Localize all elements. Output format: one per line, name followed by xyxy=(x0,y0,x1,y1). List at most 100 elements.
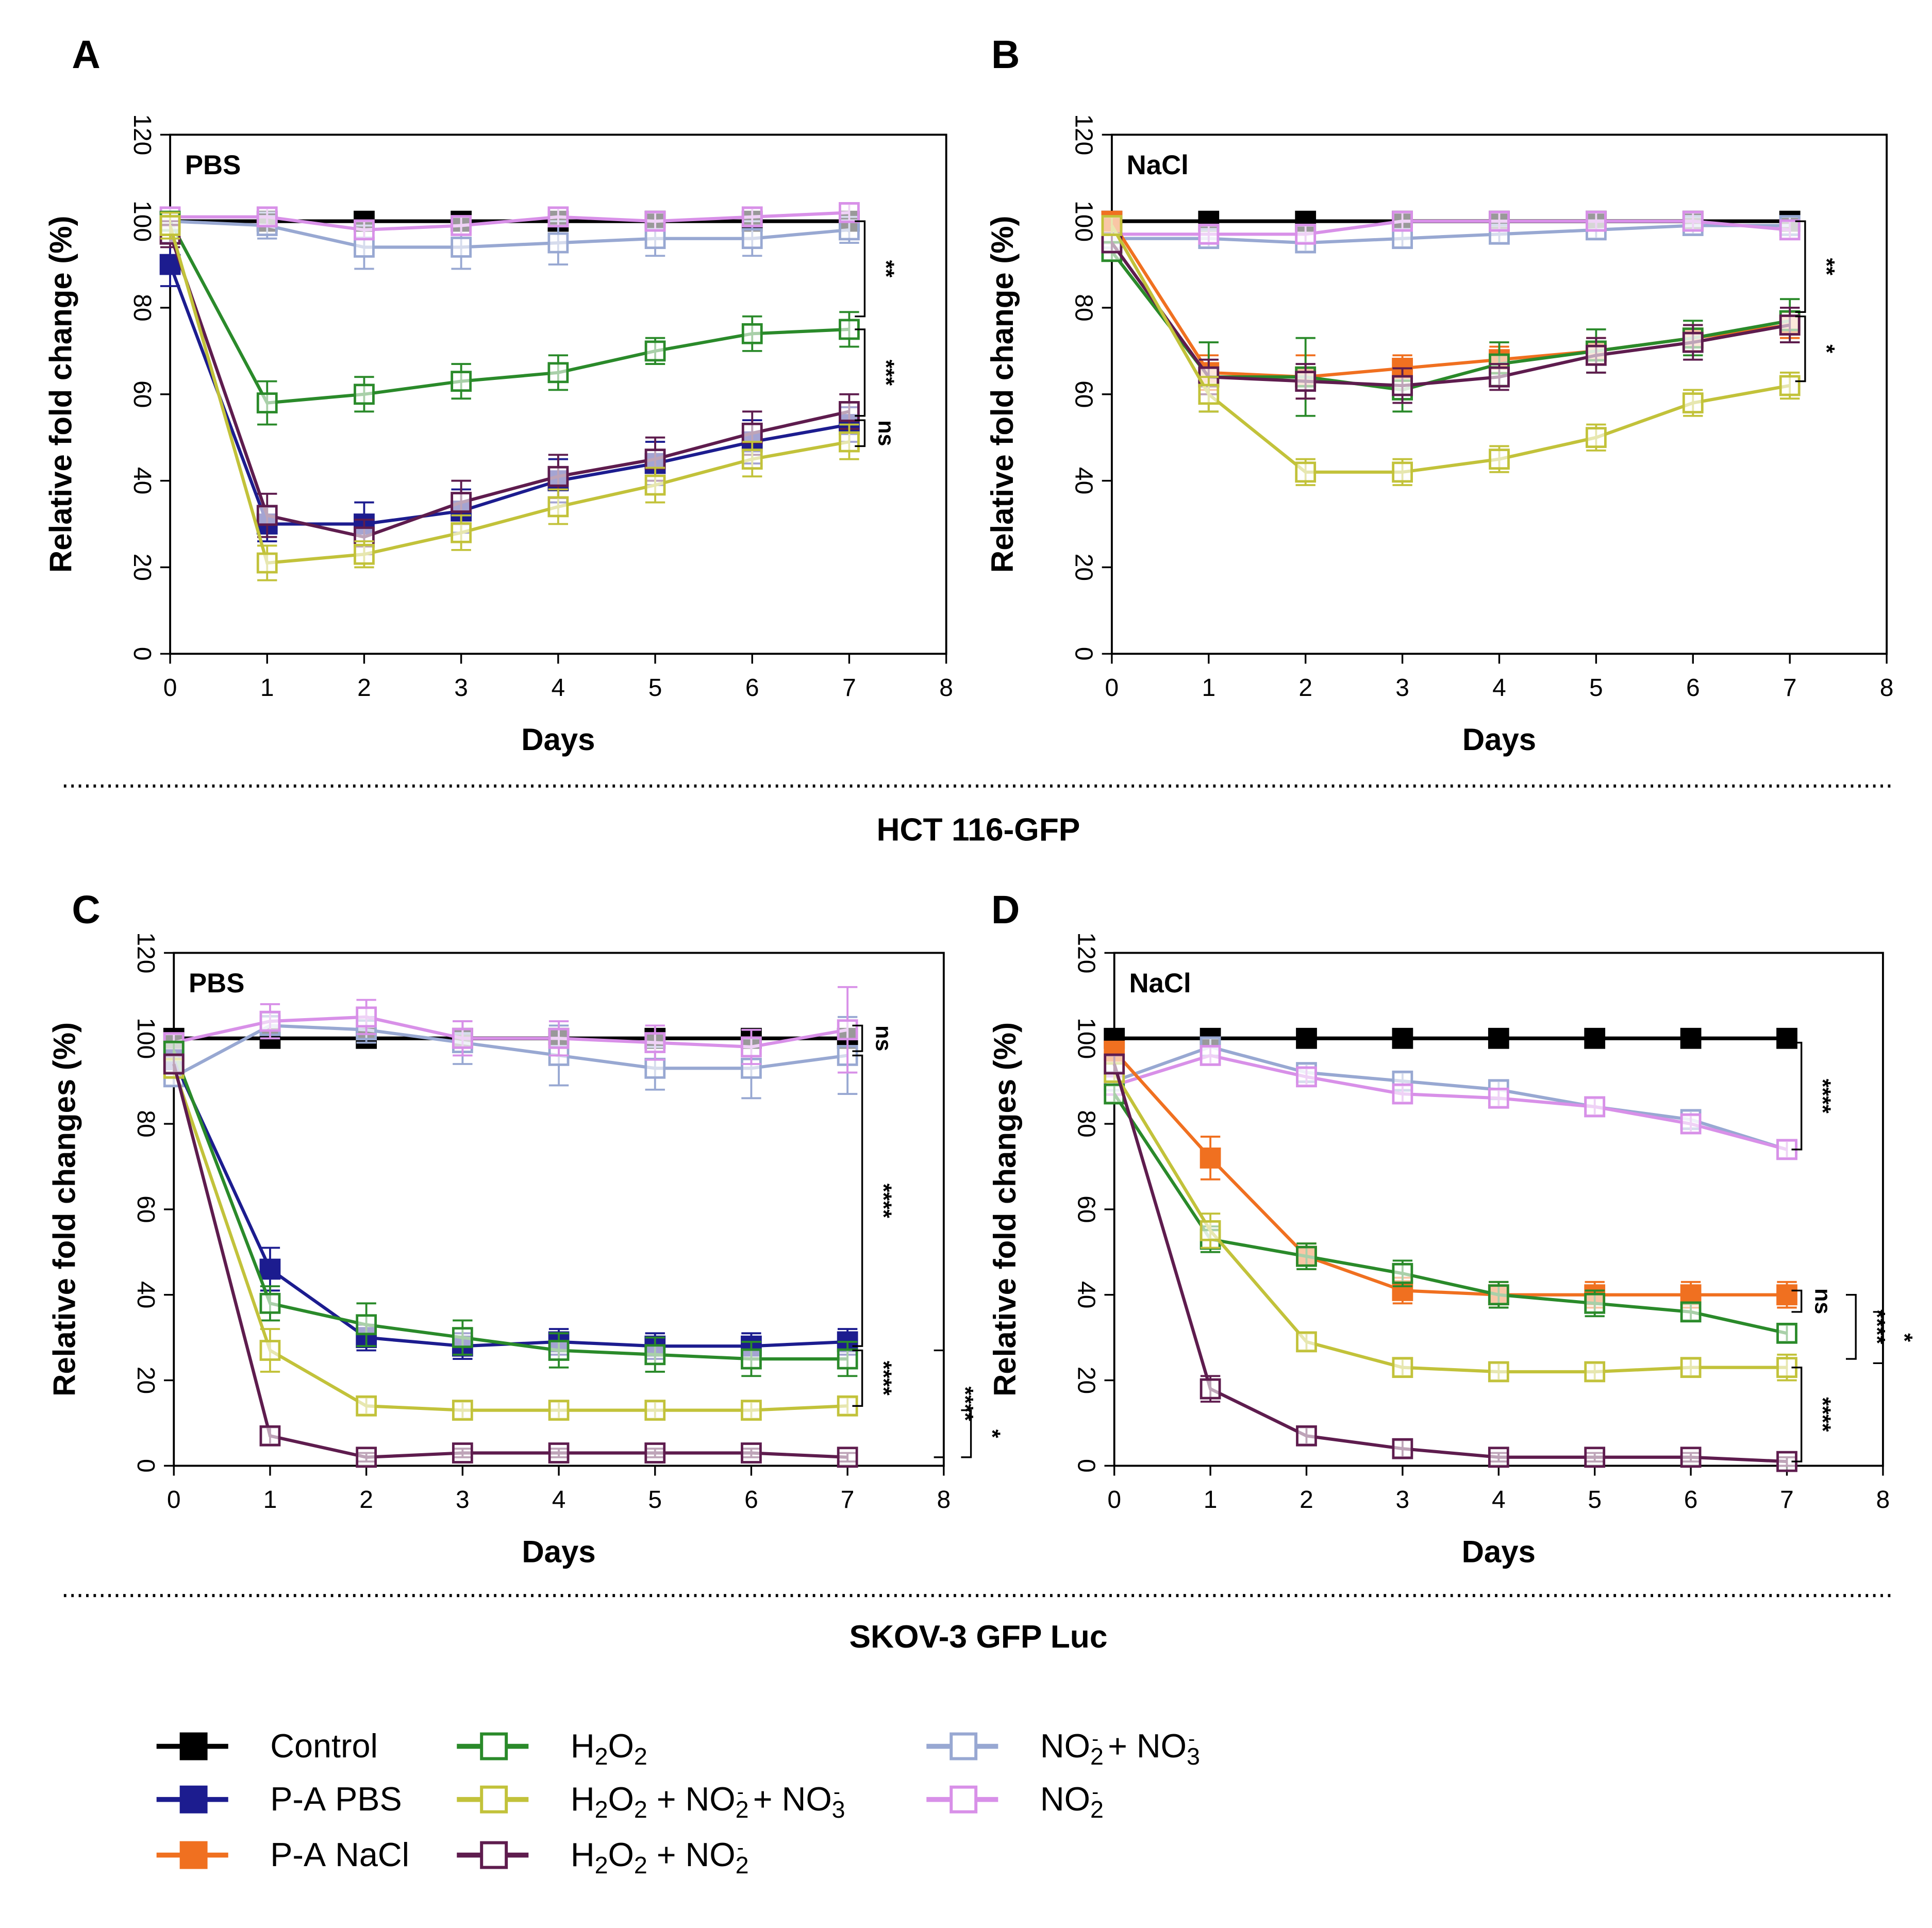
legend-label: Control xyxy=(270,1727,378,1765)
data-point xyxy=(1779,219,1801,241)
y-axis-label: Relative fold change (%) xyxy=(985,216,1020,573)
significance-bracket: **** xyxy=(1791,1041,1835,1151)
x-tick-label: 0 xyxy=(163,674,177,702)
x-tick-label: 8 xyxy=(939,674,953,702)
data-point xyxy=(452,1027,473,1049)
data-point xyxy=(452,1327,473,1349)
x-tick-label: 4 xyxy=(1492,674,1506,702)
data-point xyxy=(1392,1083,1413,1105)
y-tick-label: 60 xyxy=(1072,1195,1100,1223)
series-line xyxy=(1110,224,1790,474)
x-axis-label: Days xyxy=(1462,1534,1536,1569)
data-point xyxy=(548,1442,570,1464)
data-point xyxy=(1586,344,1607,366)
x-tick-label: 1 xyxy=(1202,674,1215,702)
data-point xyxy=(1680,1447,1702,1468)
series xyxy=(159,211,860,581)
data-point xyxy=(547,466,569,487)
plot-title: NaCl xyxy=(1129,968,1191,999)
data-point xyxy=(837,1348,858,1370)
legend-label: H2O2 xyxy=(571,1727,647,1770)
series-line xyxy=(169,234,850,539)
x-tick-label: 2 xyxy=(359,1486,373,1514)
data-point xyxy=(451,492,472,513)
data-point xyxy=(1392,375,1413,396)
panel-C: C PBS 0 1 2 3 4 5 6 7 8 Days 0 20 40 60 80 100 120 Relative… xyxy=(47,888,1004,1569)
significance-bracket: **** xyxy=(852,1349,896,1407)
data-point xyxy=(644,1057,666,1079)
legend-marker xyxy=(480,1732,508,1760)
data-point xyxy=(1489,448,1510,470)
data-point xyxy=(839,219,860,241)
series-line xyxy=(173,1015,848,1049)
data-point xyxy=(159,215,181,236)
data-point xyxy=(356,1006,377,1028)
panel-letter: A xyxy=(72,33,100,77)
data-point xyxy=(1682,331,1704,353)
x-tick-label: 6 xyxy=(744,1486,758,1514)
y-tick-label: 80 xyxy=(132,1110,159,1137)
legend-item: P-A NaCl xyxy=(156,1836,409,1873)
data-point xyxy=(1680,1357,1702,1378)
data-point xyxy=(1680,1113,1702,1135)
x-tick-label: 3 xyxy=(454,674,468,702)
series-line xyxy=(169,225,850,565)
data-point xyxy=(741,228,763,250)
x-tick-label: 1 xyxy=(260,674,274,702)
data-point xyxy=(1489,210,1510,232)
x-tick-label: 8 xyxy=(937,1486,951,1514)
legend-label: H2O2 + NO2- xyxy=(571,1836,749,1879)
data-point xyxy=(547,206,569,228)
data-point xyxy=(1584,1361,1606,1383)
data-point xyxy=(1586,427,1607,448)
y-tick-label: 80 xyxy=(1070,294,1097,321)
data-point xyxy=(259,1340,281,1361)
significance-bracket: *** xyxy=(855,328,898,417)
series xyxy=(163,1040,858,1377)
x-tick-label: 3 xyxy=(1395,674,1409,702)
legend-label: P-A NaCl xyxy=(270,1836,409,1873)
legend-marker xyxy=(950,1732,978,1760)
data-point xyxy=(741,1348,762,1370)
series-line xyxy=(172,1068,848,1412)
series-line xyxy=(1111,220,1790,236)
data-point xyxy=(259,1258,281,1280)
data-point xyxy=(547,232,569,254)
data-point xyxy=(1776,1027,1797,1049)
data-point xyxy=(1296,1425,1317,1447)
legend-marker xyxy=(950,1785,978,1814)
data-point xyxy=(451,215,472,236)
data-point xyxy=(1488,1361,1509,1383)
data-point xyxy=(1200,1220,1221,1241)
data-point xyxy=(356,1447,377,1468)
data-point xyxy=(451,371,472,392)
series-line xyxy=(1111,224,1790,245)
data-point xyxy=(1200,1045,1221,1066)
y-tick-label: 20 xyxy=(132,1367,159,1394)
data-point xyxy=(644,474,666,496)
cell-line-caption: SKOV-3 GFP Luc xyxy=(849,1619,1107,1655)
y-tick-label: 60 xyxy=(132,1195,159,1223)
series xyxy=(1104,1045,1797,1160)
data-point xyxy=(741,422,763,444)
data-point xyxy=(1392,1438,1413,1459)
panel-B: B NaCl 0 1 2 3 4 5 6 7 8 Days 0 20 40 60 80 100 120 Relativ… xyxy=(985,33,1893,757)
data-point xyxy=(1488,1284,1509,1306)
data-point xyxy=(644,1400,666,1421)
y-tick-label: 80 xyxy=(1072,1110,1100,1137)
legend-label: NO2- + NO3- xyxy=(1040,1727,1200,1770)
x-axis-label: Days xyxy=(1462,722,1536,757)
y-tick-label: 60 xyxy=(1070,380,1097,408)
x-tick-label: 5 xyxy=(648,674,662,702)
series xyxy=(159,220,860,556)
y-tick-label: 100 xyxy=(132,1018,159,1059)
data-point xyxy=(741,448,763,470)
y-tick-label: 0 xyxy=(1070,647,1097,661)
data-point xyxy=(356,1395,377,1417)
plot-title: PBS xyxy=(189,968,244,999)
data-point xyxy=(548,1340,570,1361)
significance-label: **** xyxy=(871,1184,896,1218)
series-line xyxy=(172,1063,848,1459)
data-point xyxy=(839,401,860,422)
